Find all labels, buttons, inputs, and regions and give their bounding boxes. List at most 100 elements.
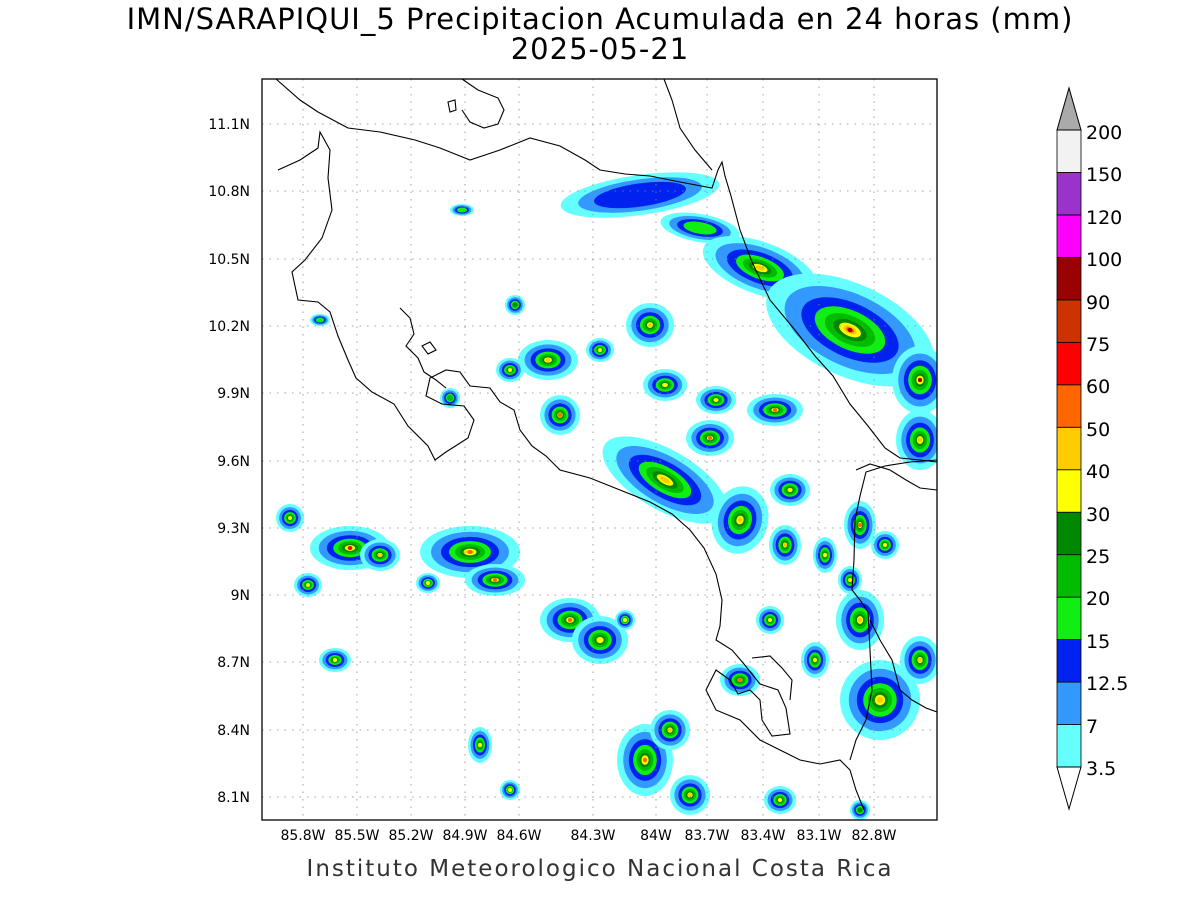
colorbar-swatch <box>1056 724 1082 768</box>
precipitation-field <box>276 172 937 820</box>
colorbar-label: 60 <box>1086 376 1110 398</box>
precip-contour <box>467 550 473 554</box>
lon-label: 83.7W <box>684 828 729 844</box>
precip-contour <box>823 552 827 558</box>
precip-contour <box>378 553 382 557</box>
precip-contour <box>858 808 862 812</box>
island-1 <box>421 341 437 355</box>
colorbar-swatch <box>1056 384 1082 428</box>
burica-region <box>869 619 937 713</box>
precip-contour <box>348 546 352 550</box>
lat-label: 9.6N <box>217 454 250 470</box>
colorbar-label: 200 <box>1086 122 1122 144</box>
precip-contour <box>513 303 517 307</box>
nicaragua-east-coast <box>663 79 713 171</box>
colorbar-label: 20 <box>1086 588 1110 610</box>
precip-contour <box>848 328 852 332</box>
lat-label: 8.7N <box>217 655 250 671</box>
lon-label: 85.2W <box>388 828 433 844</box>
osa-peninsula <box>751 655 793 701</box>
precip-contour <box>918 378 922 382</box>
precip-contour <box>426 581 430 585</box>
precip-contour <box>738 678 742 682</box>
colorbar-label: 40 <box>1086 461 1110 483</box>
precip-contour <box>288 516 292 520</box>
precip-contour <box>688 793 692 797</box>
lat-label: 10.2N <box>208 319 250 335</box>
lon-label: 85.8W <box>280 828 325 844</box>
colorbar-swatch <box>1056 426 1082 471</box>
colorbar-label: 7 <box>1086 716 1098 738</box>
precip-contour <box>777 798 783 802</box>
lon-label: 82.8W <box>851 828 896 844</box>
precip-contour <box>708 436 712 440</box>
colorbar-under-triangle <box>1056 766 1082 811</box>
lat-label: 10.8N <box>208 184 250 200</box>
precip-contour <box>598 348 602 352</box>
colorbar-swatch <box>1056 639 1082 683</box>
precip-contour <box>783 543 787 547</box>
colorbar-swatch <box>1056 681 1082 725</box>
precip-contour <box>858 617 862 623</box>
lon-label: 84.3W <box>570 828 615 844</box>
nicaragua-coast-north <box>275 79 937 463</box>
precip-contour <box>848 578 852 582</box>
colorbar-swatch <box>1056 469 1082 513</box>
colorbar-label: 150 <box>1086 164 1122 186</box>
nicaragua-lake-shore <box>461 79 505 129</box>
precip-contour <box>545 358 551 362</box>
precip-contour <box>457 207 467 213</box>
colorbar-swatch <box>1056 299 1082 343</box>
precip-contour <box>594 181 686 209</box>
colorbar-swatch <box>1056 554 1082 598</box>
colorbar-swatch <box>1056 256 1082 301</box>
lon-label: 84W <box>640 828 672 844</box>
precip-contour <box>568 618 572 622</box>
precip-contour <box>918 658 922 662</box>
colorbar-label: 90 <box>1086 292 1110 314</box>
colorbar-label: 3.5 <box>1086 758 1116 780</box>
map-date: 2025-05-21 <box>510 32 690 66</box>
pacific-coast <box>277 130 865 811</box>
lat-lon-grid <box>262 79 937 820</box>
precip-contour <box>508 788 512 792</box>
colorbar-label: 50 <box>1086 419 1110 441</box>
colorbar-label: 25 <box>1086 546 1110 568</box>
precip-contour <box>787 487 793 493</box>
panama-coast <box>855 463 937 491</box>
precip-contour <box>558 413 562 417</box>
precip-contour <box>332 658 338 662</box>
colorbar-swatch <box>1056 341 1082 386</box>
colorbar-swatch <box>1056 214 1082 258</box>
lon-label: 84.9W <box>442 828 487 844</box>
longitude-labels: 85.8W 85.5W 85.2W 84.9W 84.6W 84.3W 84W … <box>280 828 896 844</box>
precip-contour <box>447 395 453 401</box>
lat-label: 9.9N <box>217 386 250 402</box>
map-title: IMN/SARAPIQUI_5 Precipitacion Acumulada … <box>126 2 1074 36</box>
precip-contour <box>660 476 670 484</box>
colorbar-label: 12.5 <box>1086 673 1128 695</box>
precip-contour <box>508 368 512 372</box>
island-2 <box>447 99 457 113</box>
precip-contour <box>306 583 310 587</box>
precip-contour <box>668 728 672 732</box>
lat-label: 9N <box>231 588 250 604</box>
lat-label: 11.1N <box>208 117 250 133</box>
colorbar-swatch <box>1056 129 1082 173</box>
lon-label: 83.1W <box>796 828 841 844</box>
colorbar-label: 100 <box>1086 249 1122 271</box>
precip-contour <box>883 543 887 547</box>
lat-label: 10.5N <box>208 252 250 268</box>
lat-label: 9.3N <box>217 521 250 537</box>
colorbar-over-triangle <box>1056 86 1082 131</box>
precip-contour <box>773 408 777 412</box>
precip-contour <box>596 636 604 644</box>
colorbar-swatch <box>1056 172 1082 216</box>
precip-contour <box>813 657 817 663</box>
precip-contour <box>643 758 647 762</box>
precip-contour <box>478 742 482 748</box>
precip-contour <box>737 517 743 523</box>
panama-border <box>849 459 937 761</box>
lat-label: 8.4N <box>217 723 250 739</box>
